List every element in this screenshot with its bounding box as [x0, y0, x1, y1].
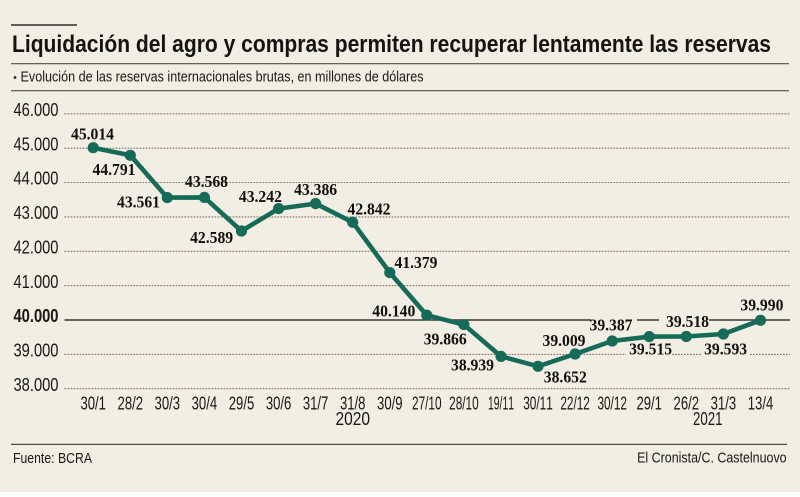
svg-text:Evolución de las reservas inte: Evolución de las reservas internacionale…: [21, 68, 424, 85]
svg-text:30/12: 30/12: [597, 392, 627, 413]
svg-text:29/1: 29/1: [636, 392, 662, 413]
svg-text:30/11: 30/11: [523, 392, 553, 413]
svg-text:44.791: 44.791: [93, 160, 136, 179]
svg-text:30/1: 30/1: [80, 392, 106, 413]
svg-text:43.568: 43.568: [185, 172, 228, 191]
svg-text:19/11: 19/11: [488, 392, 514, 413]
svg-text:39.000: 39.000: [14, 340, 59, 361]
svg-text:43.000: 43.000: [14, 202, 59, 223]
svg-text:40.140: 40.140: [372, 302, 415, 321]
svg-text:Fuente: BCRA: Fuente: BCRA: [13, 451, 92, 467]
svg-text:2021: 2021: [693, 408, 723, 429]
svg-text:39.009: 39.009: [543, 331, 586, 350]
svg-text:40.000: 40.000: [14, 305, 59, 326]
svg-text:38.000: 38.000: [14, 374, 59, 395]
svg-text:28/2: 28/2: [118, 392, 144, 413]
svg-text:44.000: 44.000: [14, 168, 59, 189]
svg-text:39.387: 39.387: [590, 316, 633, 335]
svg-text:27/10: 27/10: [412, 392, 442, 413]
svg-text:13/4: 13/4: [748, 392, 774, 413]
svg-text:30/3: 30/3: [155, 392, 181, 413]
svg-text:39.990: 39.990: [740, 296, 783, 315]
svg-text:26/2: 26/2: [674, 392, 700, 413]
svg-text:30/6: 30/6: [266, 392, 292, 413]
svg-text:43.561: 43.561: [117, 193, 160, 212]
svg-text:42.842: 42.842: [348, 200, 391, 219]
svg-text:41.000: 41.000: [14, 271, 59, 292]
svg-text:45.014: 45.014: [71, 125, 114, 144]
svg-text:28/10: 28/10: [449, 392, 479, 413]
svg-text:43.242: 43.242: [239, 187, 282, 206]
svg-text:39.866: 39.866: [424, 330, 467, 349]
svg-text:Liquidación del agro y compras: Liquidación del agro y compras permiten …: [12, 31, 771, 58]
svg-text:42.000: 42.000: [14, 237, 59, 258]
svg-text:2020: 2020: [336, 408, 371, 429]
svg-text:38.652: 38.652: [544, 368, 587, 387]
svg-text:41.379: 41.379: [395, 253, 438, 272]
svg-text:22/12: 22/12: [560, 392, 590, 413]
svg-text:El Cronista/C. Castelnuovo: El Cronista/C. Castelnuovo: [637, 451, 787, 467]
svg-text:30/9: 30/9: [377, 392, 403, 413]
svg-text:31/8: 31/8: [340, 392, 366, 413]
svg-text:38.939: 38.939: [451, 355, 494, 374]
svg-text:42.589: 42.589: [190, 228, 233, 247]
svg-text:45.000: 45.000: [14, 133, 59, 154]
svg-text:39.515: 39.515: [629, 340, 672, 359]
svg-text:29/5: 29/5: [229, 392, 255, 413]
svg-text:46.000: 46.000: [14, 99, 59, 120]
svg-text:31/7: 31/7: [303, 392, 329, 413]
svg-text:39.593: 39.593: [704, 340, 747, 359]
svg-text:31/3: 31/3: [711, 392, 737, 413]
svg-text:30/4: 30/4: [192, 392, 218, 413]
svg-text:39.518: 39.518: [666, 312, 709, 331]
svg-text:43.386: 43.386: [294, 180, 337, 199]
